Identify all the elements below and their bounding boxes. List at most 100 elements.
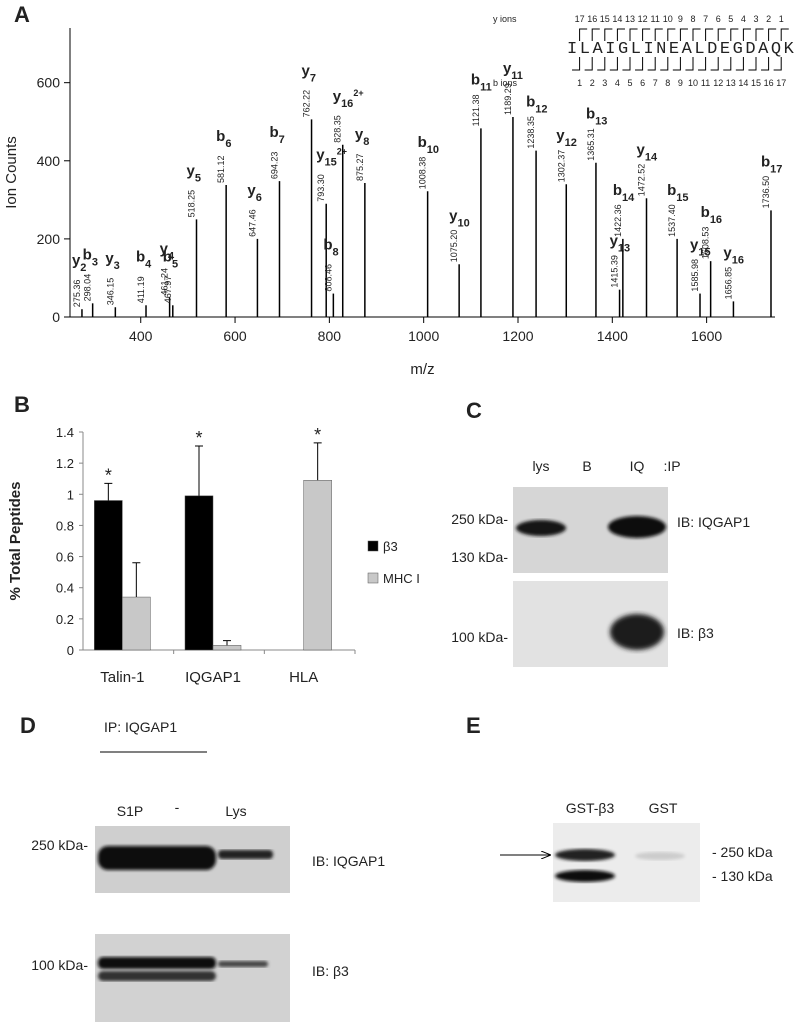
y-ion-number: 4 [741,14,746,24]
ion-label: b14 [613,182,635,204]
peak-mz-label: 762.22 [302,90,312,118]
x-tick-label: 400 [129,328,153,344]
band [218,961,268,967]
significance-mark: * [195,428,202,448]
ion-label-part: 15 [325,157,337,169]
panel-label: D [20,713,36,738]
ion-label-part: 15 [676,192,688,204]
ion-label-part: y [690,237,699,254]
band [555,870,615,882]
ion-label-part: y [723,244,732,261]
error-bar [195,445,203,496]
ion-label-part: y [160,240,169,257]
b-ion-bracket [672,57,681,71]
ion-label: y152+ [316,147,347,169]
ion-label: y15 [690,237,711,259]
ion-label: b17 [761,153,782,175]
peak-mz-label: 1365.31 [586,128,596,161]
b-ion-bracket [685,57,694,71]
x-tick-label: 1000 [408,328,439,344]
b-ion-number: 1 [577,78,582,88]
ion-label-part: 5 [172,258,178,270]
ion-label-part: 15 [698,247,710,259]
ion-label-part: b [526,94,535,111]
y-ion-number: 8 [690,14,695,24]
peak-mz-label: 518.25 [186,190,196,218]
lane-label: - [175,799,180,815]
bar [184,495,214,651]
peak-mz-label: 1608.53 [701,227,711,260]
x-tick-label: Talin-1 [100,669,144,686]
ion-label-part: y [72,252,81,269]
peak-mz-label: 1302.37 [556,150,566,183]
ion-label: b12 [526,94,547,116]
ion-label-part: 2+ [353,88,363,98]
b-ion-bracket [609,57,618,71]
ion-label: y2 [72,252,86,274]
y-tick-label: 1 [67,487,74,502]
ion-label-part: 12 [565,137,577,149]
y-tick-label: 0.6 [56,550,74,565]
ion-label: y11 [503,60,523,82]
ion-label-part: 5 [195,172,201,184]
b-ion-number: 13 [726,78,736,88]
ion-label-part: 3 [114,260,120,272]
y-ion-number: 5 [728,14,733,24]
ion-label: y8 [355,126,369,148]
y-tick-label: 0.4 [56,581,74,596]
b-ion-number: 11 [701,78,710,88]
ion-label-part: 10 [457,217,469,229]
b-ion-bracket [647,57,656,71]
bar [94,500,123,651]
peak-mz-label: 1238.35 [526,116,536,149]
y-tick-label: 0.2 [56,612,74,627]
ion-label-part: y [449,207,458,224]
ion-label-part: y [503,60,512,77]
x-tick-label: IQGAP1 [185,669,241,686]
y-ion-bracket [579,28,588,41]
peak-mz-label: 411.19 [136,276,146,303]
peak-mz-label: 1189.29 [503,83,513,115]
y-tick-label: 600 [37,75,61,91]
blot-label: IB: β3 [312,963,349,979]
y-ion-bracket [604,28,613,41]
ion-label-part: y [186,162,195,179]
y-ion-number: 2 [766,14,771,24]
ion-label: y6 [247,182,261,204]
x-tick-label: 600 [223,328,247,344]
y-ion-bracket [654,28,663,41]
y-tick-label: 0.8 [56,518,74,533]
ion-label-part: y [355,126,364,143]
ion-label-part: 4 [145,258,152,270]
ion-label-part: 11 [480,81,492,93]
ion-label-part: 10 [427,144,439,156]
b-ion-bracket [773,57,782,71]
ion-label-part: b [269,124,278,141]
ion-label-part: y [637,141,646,158]
lane-label: Lys [225,803,246,819]
y-ion-bracket [667,28,676,41]
ion-label-part: 16 [341,98,353,110]
ion-label: b3 [83,246,98,268]
ion-label: b5 [163,248,178,270]
b-ion-bracket [622,57,631,71]
ion-label-part: b [323,237,332,254]
peak-mz-label: 1075.20 [449,230,459,263]
b-ion-number: 14 [738,78,748,88]
x-tick-label: 1600 [691,328,722,344]
band [98,846,216,870]
marker-label: 100 kDa- [451,629,508,645]
marker-label: 130 kDa- [451,549,508,565]
ion-label: y4 [160,240,175,262]
peak-mz-label: 1008.38 [418,157,428,190]
lane-label: B [582,458,591,474]
b-ion-bracket [635,57,644,71]
error-bar [313,442,322,481]
y-ion-number: 7 [703,14,708,24]
blot-label: IB: IQGAP1 [312,853,385,869]
y-ion-bracket [679,28,688,41]
x-tick-label: 1200 [502,328,533,344]
ion-label: b15 [667,182,688,204]
y-ion-bracket [692,28,701,41]
